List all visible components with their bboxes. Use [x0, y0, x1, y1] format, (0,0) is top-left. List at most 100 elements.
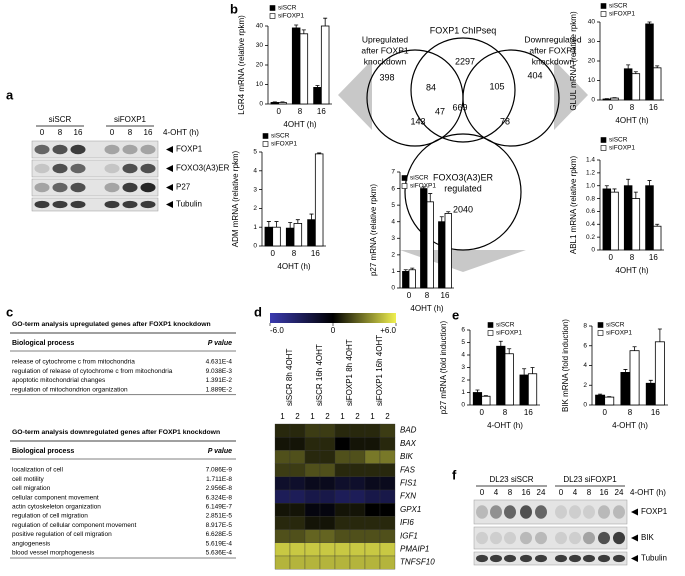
- heatmap-cell: [289, 463, 306, 477]
- y-tick-label: 5: [391, 202, 395, 209]
- heatmap-cell: [334, 463, 351, 477]
- band: [583, 554, 595, 563]
- arrowhead: [166, 184, 173, 191]
- y-axis-label: p27 mRNA (fold induction): [439, 320, 448, 414]
- y-tick-label: 0: [391, 285, 395, 292]
- venn-circle: [404, 133, 522, 251]
- y-axis-label: BIK mRNA (fold induction): [561, 319, 570, 412]
- legend-label: siFOXP1: [609, 145, 635, 152]
- heatmap-cell: [289, 529, 306, 543]
- heatmap-cell: [334, 503, 351, 517]
- bar: [270, 102, 280, 105]
- bar: [620, 372, 631, 406]
- venn-count: 398: [379, 72, 394, 82]
- lane-label: 0: [480, 488, 485, 497]
- x-axis-label: 4OHT (h): [615, 266, 649, 275]
- error-bar: [483, 395, 488, 397]
- error-bar: [317, 152, 322, 154]
- bar: [496, 345, 506, 406]
- error-bar: [428, 193, 433, 202]
- error-bar: [655, 223, 660, 227]
- band: [504, 531, 516, 545]
- heatmap-cell: [304, 555, 321, 570]
- band: [52, 182, 68, 193]
- legend-swatch: [262, 133, 269, 139]
- band: [140, 144, 156, 155]
- blot-strip: [473, 526, 628, 550]
- x-axis-label: 4-OHT (h): [487, 421, 523, 430]
- bar: [438, 221, 446, 289]
- arrow-label: Upregulated: [362, 34, 409, 44]
- bar: [291, 27, 301, 105]
- arrow-label: Downregulated: [524, 34, 581, 44]
- lane-label: 0: [559, 488, 564, 497]
- heatmap-cell: [274, 450, 291, 464]
- y-axis-label: GLUL mRNA (relative rpkm): [569, 11, 578, 111]
- scale-label: +6.0: [380, 326, 396, 335]
- scale-label: 0: [331, 326, 336, 335]
- heatmap-cell: [379, 542, 396, 557]
- error-bar: [655, 65, 660, 68]
- bar: [631, 198, 641, 251]
- bar: [602, 98, 612, 101]
- heatmap-cell: [274, 437, 291, 451]
- y-axis-label: ABL1 mRNA (relative rpkm): [569, 156, 578, 255]
- table-cell: 6.149E-7: [206, 504, 233, 511]
- heatmap-cell: [289, 423, 306, 438]
- x-tick-label: 8: [292, 249, 297, 258]
- x-tick-label: 0: [479, 408, 484, 417]
- x-tick-label: 8: [503, 408, 508, 417]
- blot-group: DL23 siFOXP1: [563, 475, 617, 484]
- gene-label: PMAIP1: [400, 545, 429, 554]
- venn-count: 84: [426, 82, 436, 92]
- x-tick-label: 0: [270, 249, 275, 258]
- legend-label: siSCR: [271, 133, 290, 140]
- bar: [631, 73, 641, 101]
- heatmap-cell: [274, 503, 291, 517]
- bar: [623, 68, 633, 101]
- column-label: siFOXP1 8h 4OHT: [345, 339, 354, 406]
- bar: [278, 102, 287, 105]
- band: [555, 554, 567, 563]
- venn-set-label: FOXO3(A3)ER: [433, 172, 494, 182]
- heatmap-cell: [319, 529, 336, 543]
- y-tick-label: 2: [253, 205, 257, 212]
- error-bar: [295, 219, 300, 224]
- legend-label: siSCR: [609, 3, 628, 10]
- y-tick-label: 8: [583, 323, 587, 330]
- table-cell: 7.086E-9: [206, 467, 233, 474]
- x-tick-label: 8: [425, 291, 430, 300]
- y-tick-label: 0.6: [586, 208, 595, 215]
- band: [569, 554, 581, 563]
- blot-strip: [31, 178, 159, 197]
- legend-label: siFOXP1: [271, 141, 297, 148]
- bar: [652, 67, 662, 101]
- y-tick-label: 20: [256, 62, 264, 69]
- y-tick-label: 10: [256, 81, 264, 88]
- arrowhead: [166, 165, 173, 172]
- error-bar: [626, 178, 631, 186]
- table-cell: blood vessel morphogenesis: [12, 550, 95, 557]
- legend-label: siSCR: [609, 137, 628, 144]
- legend-label: siFOXP1: [278, 13, 304, 20]
- bar: [604, 396, 615, 406]
- arrow-label: knockdown: [532, 56, 575, 66]
- table-cell: regulation of release of cytochrome c fr…: [12, 368, 173, 375]
- venn-count: 404: [527, 70, 542, 80]
- replicate-label: 2: [325, 412, 330, 421]
- venn-count: 47: [435, 106, 445, 116]
- y-tick-label: 5: [461, 339, 465, 346]
- x-tick-label: 0: [602, 408, 607, 417]
- venn-count: 78: [500, 116, 510, 126]
- error-bar: [294, 24, 299, 28]
- heatmap-cell: [304, 489, 321, 504]
- legend-label: siFOXP1: [496, 330, 522, 337]
- heatmap-cell: [289, 489, 306, 504]
- heatmap-cell: [364, 476, 381, 491]
- y-tick-label: 1: [461, 389, 465, 396]
- panel-label: a: [6, 87, 14, 102]
- band: [598, 531, 610, 545]
- legend-swatch: [600, 145, 607, 151]
- heatmap-cell: [289, 542, 306, 557]
- venn-count: 669: [452, 102, 467, 112]
